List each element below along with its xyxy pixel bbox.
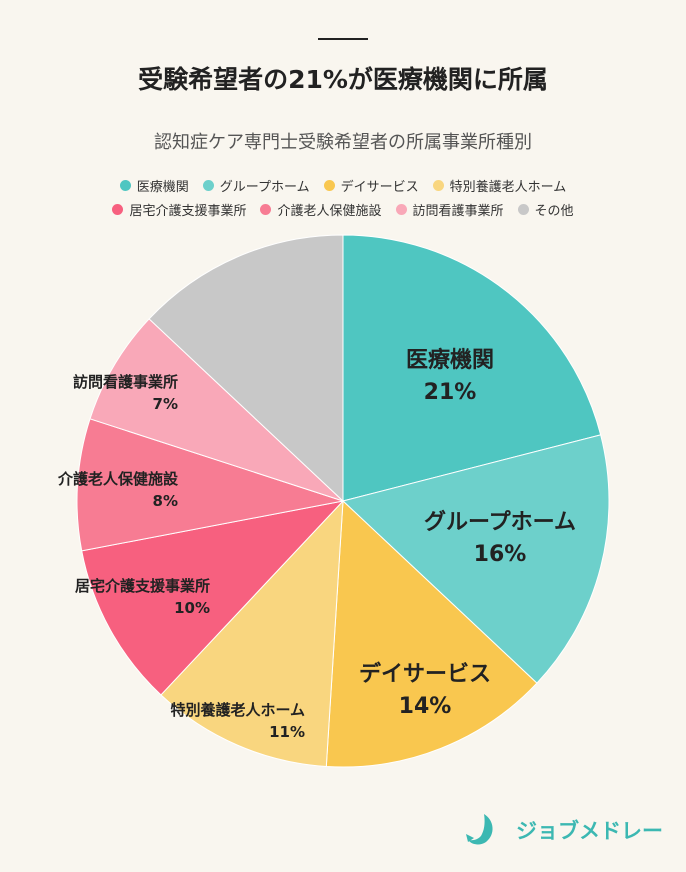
pie-slice-1 bbox=[341, 434, 610, 684]
pie-slice-3 bbox=[160, 499, 344, 768]
legend-item: 特別養護老人ホーム bbox=[432, 176, 567, 195]
brand-mark-icon bbox=[466, 814, 493, 845]
legend-label: デイサービス bbox=[340, 180, 419, 195]
legend-label: 特別養護老人ホーム bbox=[449, 180, 567, 195]
page-title: 受験希望者の21%が医療機関に所属 bbox=[138, 65, 548, 94]
legend-item: グループホーム bbox=[202, 176, 310, 195]
legend-label: 訪問看護事業所 bbox=[412, 204, 504, 219]
legend-swatch bbox=[517, 204, 529, 215]
legend-item: 居宅介護支援事業所 bbox=[112, 200, 246, 219]
legend-label: 医療機関 bbox=[136, 180, 189, 195]
label-slice-4: 居宅介護支援事業所 10% bbox=[74, 577, 210, 617]
legend-item: その他 bbox=[517, 200, 574, 219]
label-slice-6: 訪問看護事業所 7% bbox=[72, 373, 178, 413]
pie-slice-4 bbox=[81, 500, 345, 696]
label-slice-0: 医療機関 21% bbox=[405, 348, 495, 405]
pie-slice-6 bbox=[89, 318, 344, 502]
legend-swatch bbox=[323, 180, 335, 191]
chart-title: 認知症ケア専門士受験希望者の所属事業所種別 bbox=[154, 132, 532, 153]
pie-slice-2 bbox=[325, 499, 538, 768]
label-slice-3: 特別養護老人ホーム 11% bbox=[170, 701, 305, 741]
legend-swatch bbox=[202, 180, 214, 191]
legend-swatch bbox=[432, 180, 444, 191]
legend-label: その他 bbox=[534, 204, 574, 219]
title-rule bbox=[318, 38, 368, 40]
legend-swatch bbox=[395, 204, 407, 215]
legend-label: 居宅介護支援事業所 bbox=[129, 204, 247, 219]
brand-logo: ジョブメドレー bbox=[464, 812, 663, 848]
legend-label: グループホーム bbox=[219, 180, 310, 195]
label-slice-5: 介護老人保健施設 8% bbox=[57, 470, 178, 510]
label-slice-1: グループホーム 16% bbox=[423, 510, 577, 567]
brand-name: ジョブメドレー bbox=[516, 819, 663, 843]
legend-item: 訪問看護事業所 bbox=[395, 200, 504, 219]
legend-label: 介護老人保健施設 bbox=[277, 204, 382, 219]
legend: 医療機関 グループホーム デイサービス 特別養護老人ホーム 居宅介護支援事業所 介護老人… bbox=[0, 176, 686, 224]
pie-slice-0 bbox=[342, 234, 602, 502]
legend-swatch bbox=[260, 204, 272, 215]
legend-swatch bbox=[119, 180, 131, 191]
legend-item: 介護老人保健施設 bbox=[260, 200, 382, 219]
legend-item: 医療機関 bbox=[119, 176, 189, 195]
legend-item: デイサービス bbox=[323, 176, 419, 195]
legend-swatch bbox=[112, 204, 124, 215]
label-slice-2: デイサービス 14% bbox=[358, 662, 492, 719]
pie-slice-7 bbox=[148, 234, 344, 503]
pie-slice-5 bbox=[76, 418, 344, 552]
